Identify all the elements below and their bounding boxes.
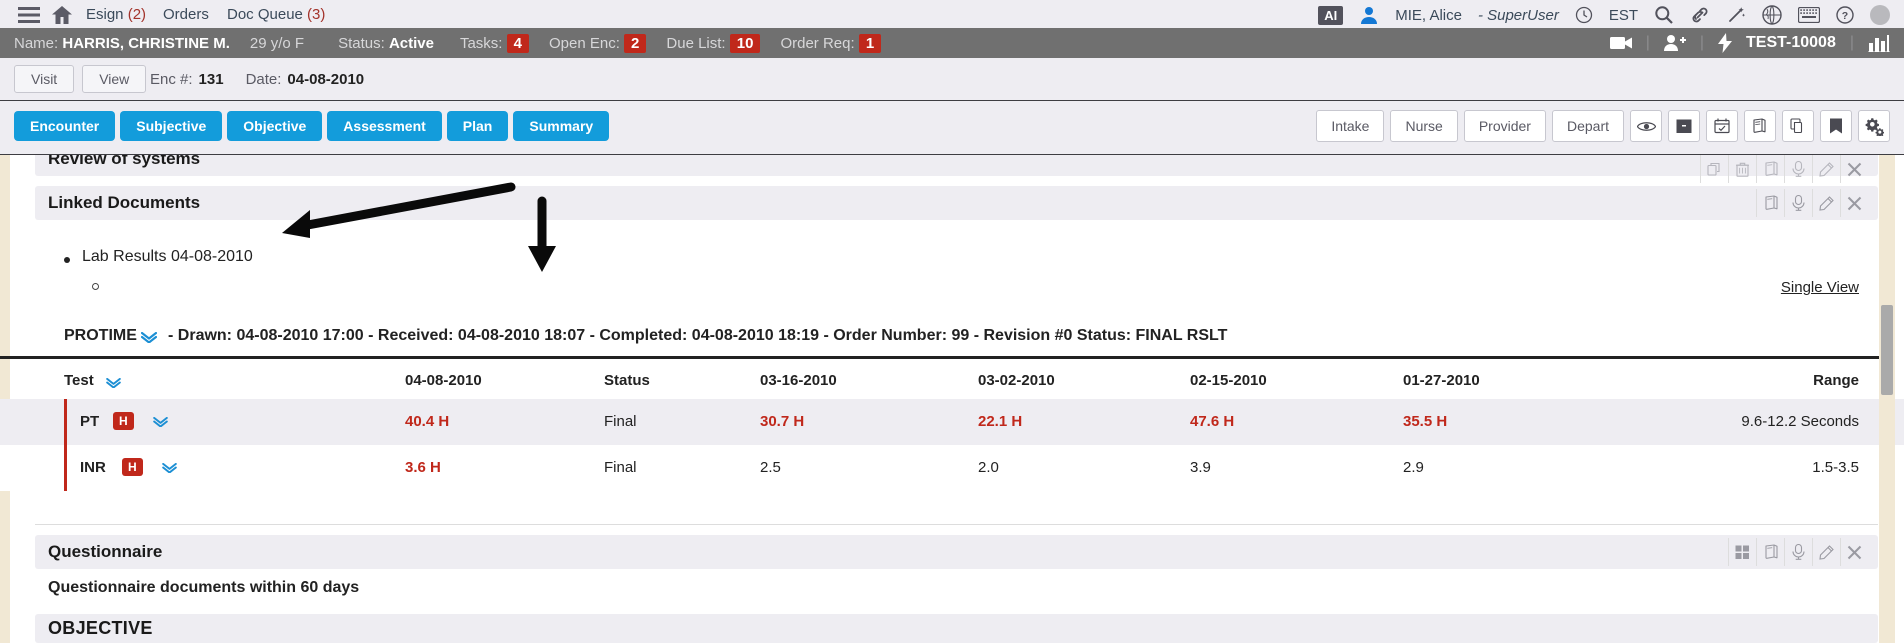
svg-text:?: ? [1842, 10, 1848, 22]
